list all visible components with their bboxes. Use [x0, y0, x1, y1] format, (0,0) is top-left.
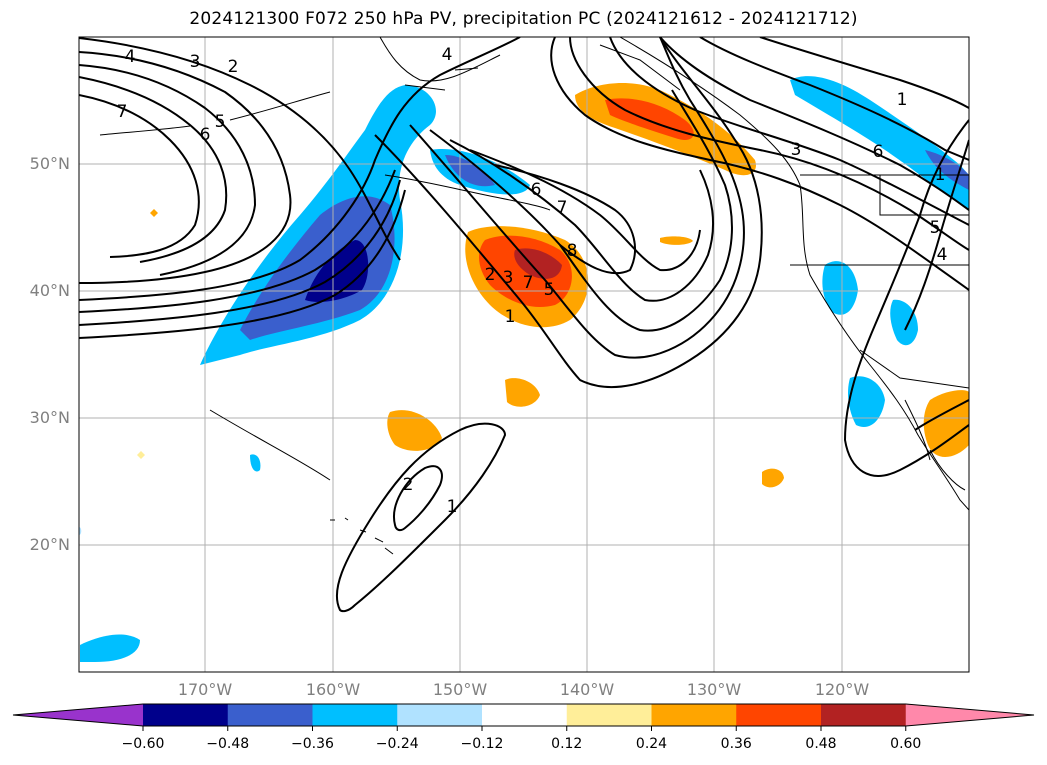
map-title: 2024121300 F072 250 hPa PV, precipitatio…: [189, 9, 858, 29]
colorbar-segment: [651, 704, 737, 726]
pv-label-6-west: 6: [200, 125, 211, 145]
gridlines: [79, 37, 969, 672]
pv-label-8-center: 8: [567, 241, 578, 261]
lat-label-40n: 40°N: [29, 281, 70, 300]
pv-label-2-hawaii: 2: [403, 475, 414, 495]
colorbar-segment: [227, 704, 313, 726]
lon-label-160w: 160°W: [305, 680, 361, 699]
pv-label-6-center: 6: [531, 180, 542, 200]
colorbar-extend-high: [905, 704, 1034, 726]
colorbar-tick-label: −0.36: [291, 736, 334, 752]
pv-label-1-hawaii: 1: [447, 497, 458, 517]
pv-label-5-low: 5: [544, 280, 555, 300]
colorbar: [12, 703, 1035, 731]
lat-label-30n: 30°N: [29, 408, 70, 427]
colorbar-tick-label: 0.24: [635, 736, 668, 752]
colorbar-tick-label: 0.36: [720, 736, 752, 752]
lat-label-20n: 20°N: [29, 535, 70, 554]
pv-label-1-ne: 1: [935, 165, 946, 185]
lon-label-130w: 130°W: [686, 680, 742, 699]
pv-label-4-north: 4: [442, 45, 453, 65]
colorbar-segment: [566, 704, 652, 726]
coastlines: [99, 37, 969, 555]
plot-frame: [78, 36, 970, 673]
colorbar-tick-label: −0.48: [206, 736, 250, 752]
colorbar-segment: [143, 704, 229, 726]
pv-label-2-west: 2: [228, 57, 239, 77]
pv-label-6-east: 6: [873, 142, 884, 162]
pv-label-4-west: 4: [125, 47, 136, 67]
pv-label-7-low: 7: [523, 273, 534, 293]
colorbar-tick-label: 0.12: [551, 736, 583, 752]
pv-label-7-center: 7: [557, 198, 568, 218]
pv-label-3-low: 3: [503, 268, 514, 288]
colorbar-segment: [821, 704, 907, 726]
lon-label-170w: 170°W: [177, 680, 233, 699]
colorbar-tick-label: −0.60: [121, 736, 165, 752]
pv-label-4-east: 4: [937, 245, 948, 265]
lat-label-50n: 50°N: [29, 154, 70, 173]
colorbar-tick-label: 0.48: [805, 736, 837, 752]
pv-label-1-east: 1: [897, 90, 908, 110]
pv-contour-labels: 4 3 2 7 6 5 4 6 7 8 2 3 7 5 1 3 6 1 1 5 …: [117, 45, 948, 517]
colorbar-tick-label: −0.12: [460, 736, 504, 752]
pv-label-2-low: 2: [485, 265, 496, 285]
lon-label-120w: 120°W: [814, 680, 870, 699]
colorbar-tick-label: 0.60: [890, 736, 922, 752]
pv-label-5-east: 5: [930, 218, 941, 238]
colorbar-segment: [482, 704, 568, 726]
pv-label-3-west: 3: [190, 52, 201, 72]
colorbar-extend-low: [13, 704, 143, 726]
pv-contours: [79, 37, 969, 613]
colorbar-tick-label: −0.24: [375, 736, 419, 752]
pv-label-3-east: 3: [791, 140, 802, 160]
colorbar-segment: [312, 704, 398, 726]
colorbar-segment: [736, 704, 822, 726]
pv-label-5-west: 5: [215, 112, 226, 132]
lon-label-140w: 140°W: [559, 680, 615, 699]
pv-label-1-low: 1: [505, 307, 516, 327]
colorbar-segment: [397, 704, 483, 726]
lon-label-150w: 150°W: [432, 680, 488, 699]
pv-label-7-west: 7: [117, 102, 128, 122]
